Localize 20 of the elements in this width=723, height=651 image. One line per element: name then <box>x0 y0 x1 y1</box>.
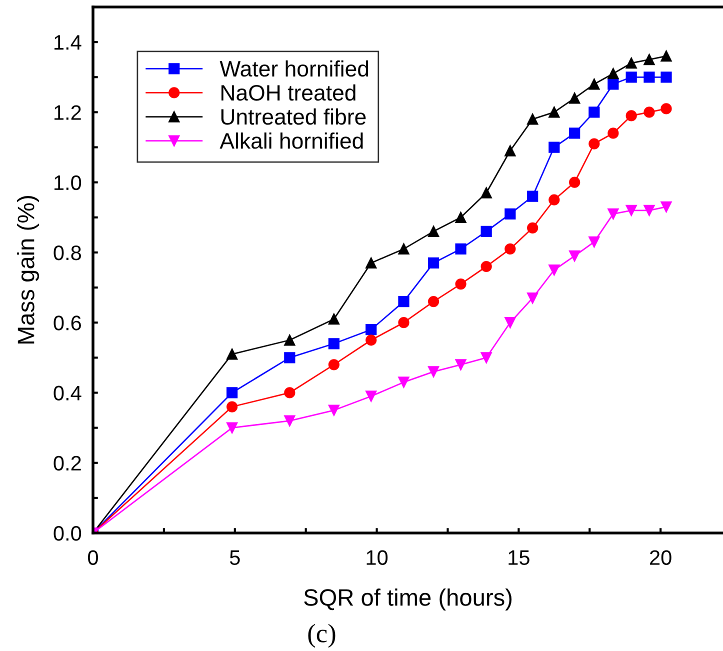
x-tick-label: 5 <box>230 550 240 565</box>
y-tick-label: 0.2 <box>54 456 81 471</box>
y-tick-label: 0.8 <box>54 245 81 260</box>
y-tick-label: 1.4 <box>54 35 82 50</box>
x-axis-title: SQR of time (hours) <box>304 588 512 611</box>
x-tick-label: 10 <box>366 550 388 565</box>
x-tick-label: 15 <box>508 550 530 565</box>
legend-label: NaOH treated <box>221 84 356 101</box>
legend-label: Water hornified <box>220 60 368 77</box>
y-tick-label: 1.2 <box>54 105 81 120</box>
text: (c) <box>308 624 336 648</box>
legend-label: Untreated fibre <box>221 108 366 125</box>
legend-label: Alkali hornified <box>220 132 363 149</box>
y-tick-label: 1.0 <box>54 175 82 190</box>
text: 0.0 <box>54 526 82 541</box>
y-axis-title: Mass gain (%) <box>17 196 40 344</box>
y-tick-label: 0.4 <box>54 386 82 400</box>
x-tick-label: 0 <box>88 550 98 565</box>
x-tick-label: 20 <box>650 550 672 565</box>
y-tick-label: 0.6 <box>54 316 81 330</box>
